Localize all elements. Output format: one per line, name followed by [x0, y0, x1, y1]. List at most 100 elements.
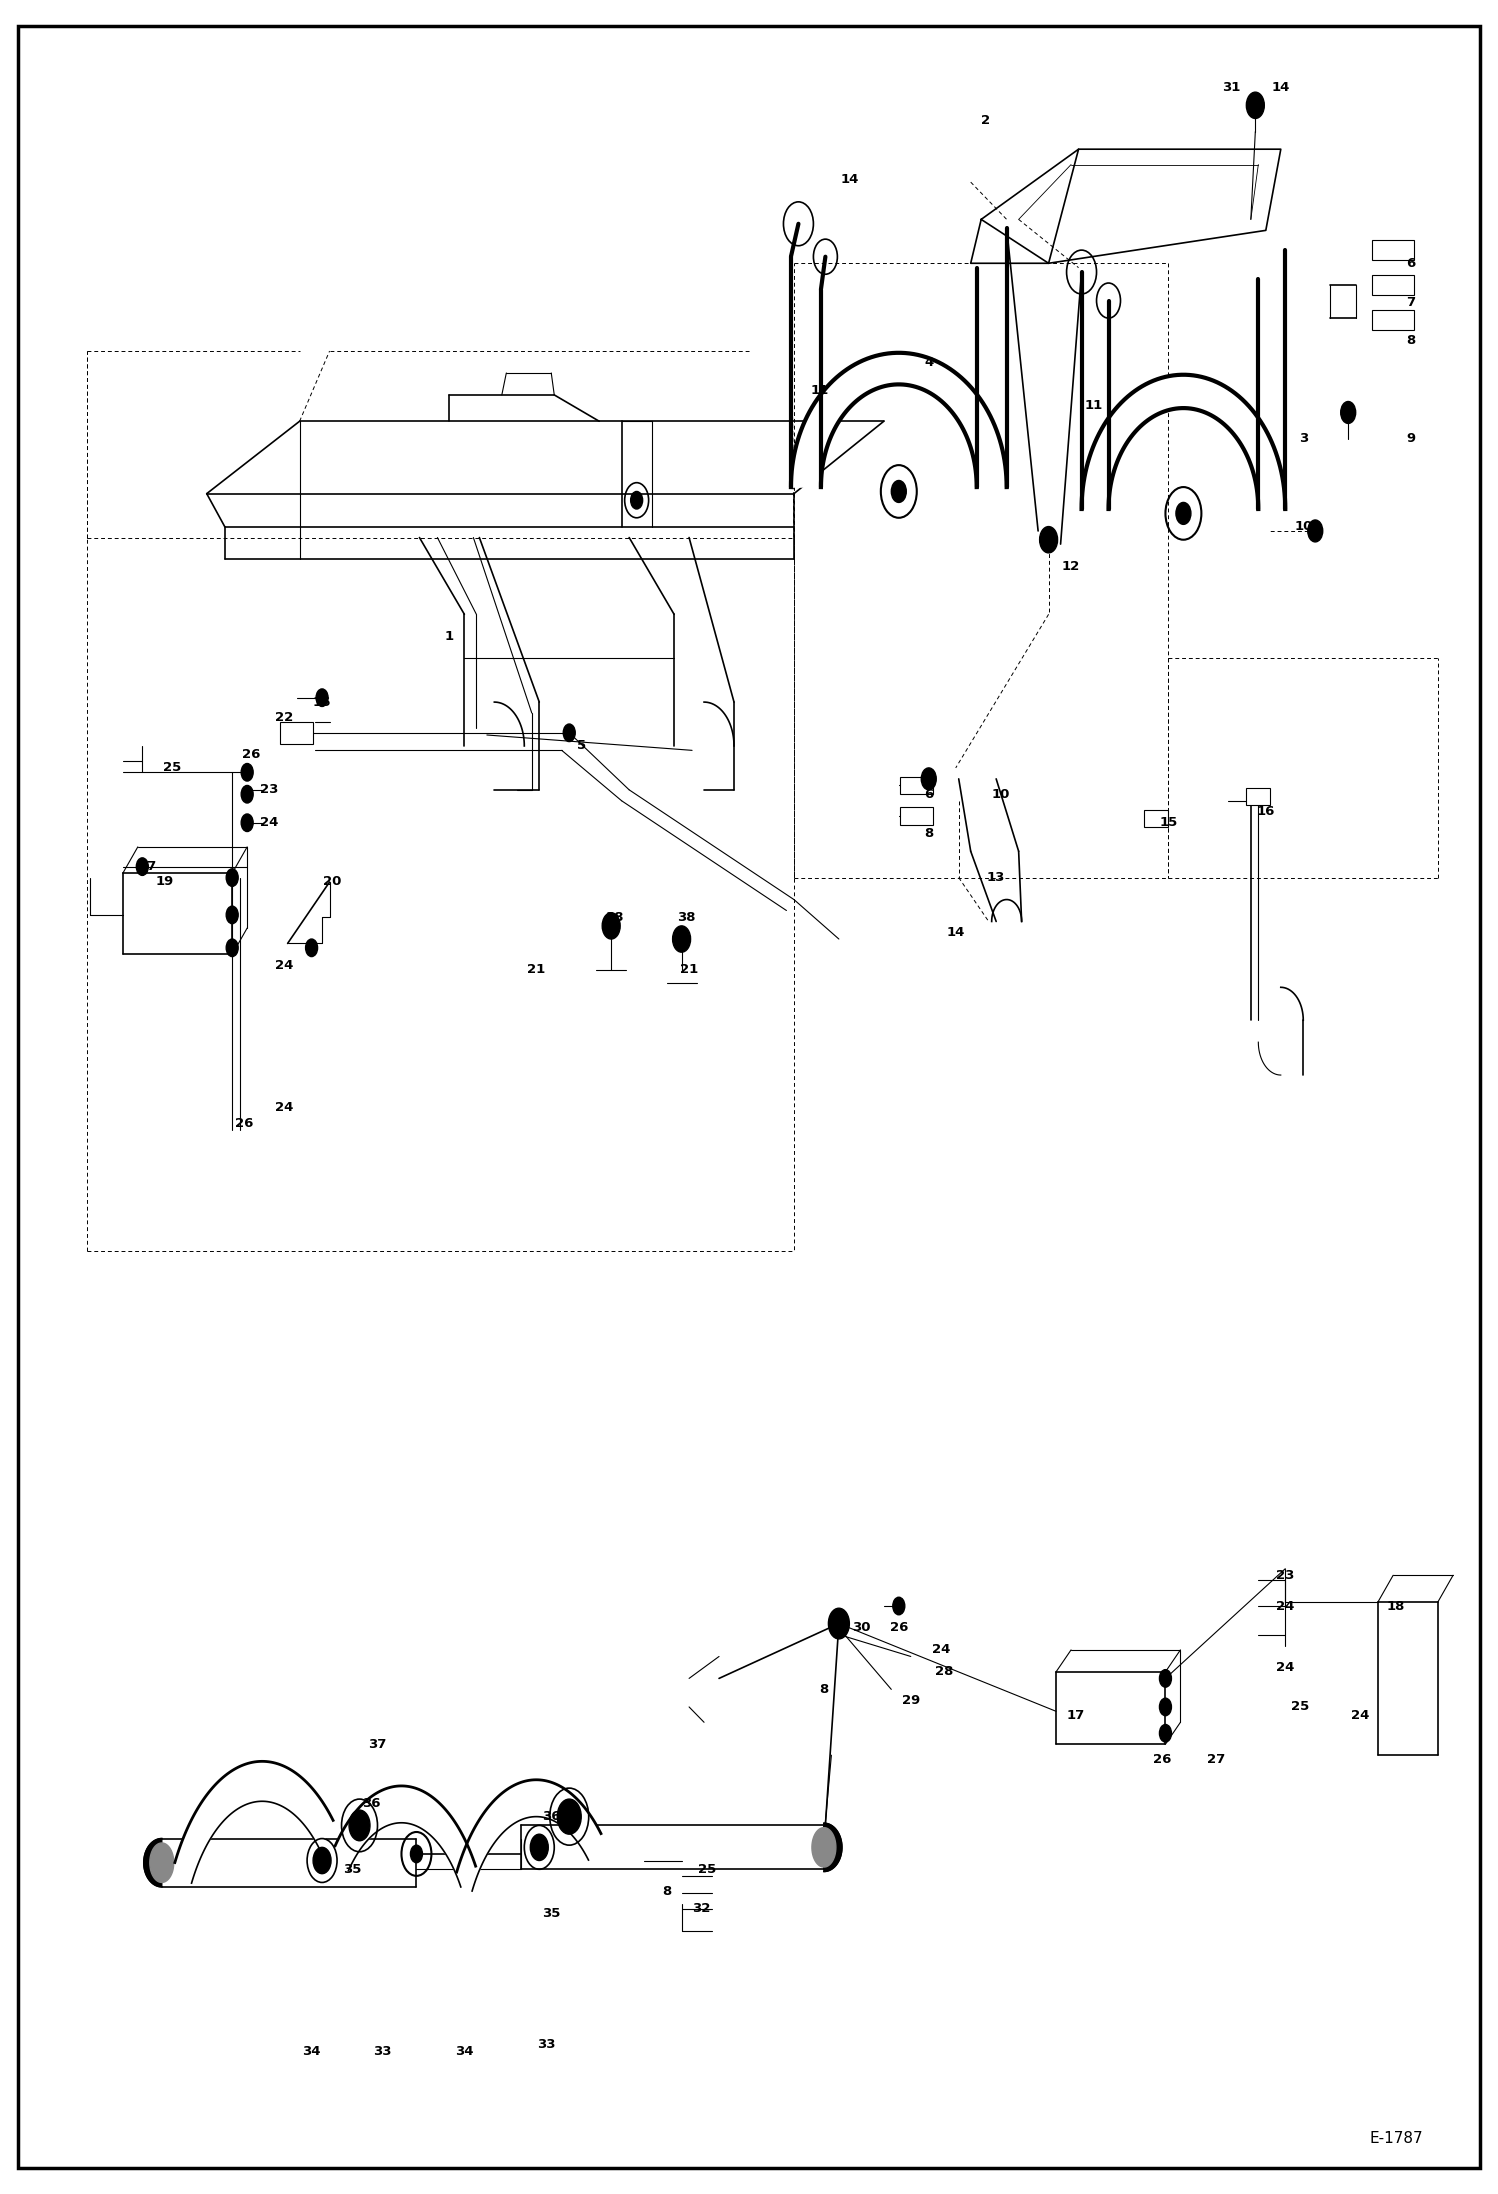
Circle shape [241, 764, 253, 781]
Polygon shape [144, 1839, 162, 1887]
Text: 6: 6 [1407, 257, 1416, 270]
Text: 26: 26 [235, 1117, 253, 1130]
Text: 24: 24 [932, 1643, 950, 1656]
Text: 26: 26 [1153, 1753, 1171, 1766]
Text: 36: 36 [363, 1797, 380, 1810]
Circle shape [241, 785, 253, 803]
Polygon shape [150, 1843, 174, 1882]
Text: 24: 24 [1276, 1599, 1294, 1613]
Text: 29: 29 [902, 1694, 920, 1707]
Text: 30: 30 [852, 1621, 870, 1635]
Text: 10: 10 [1294, 520, 1312, 533]
Text: 14: 14 [1272, 81, 1290, 94]
Circle shape [631, 491, 643, 509]
Circle shape [316, 689, 328, 706]
Text: 17: 17 [1067, 1709, 1085, 1722]
Bar [1144, 810, 1168, 827]
Text: 24: 24 [1276, 1661, 1294, 1674]
Circle shape [241, 814, 253, 832]
Circle shape [136, 858, 148, 875]
Text: 21: 21 [527, 963, 545, 976]
Text: 20: 20 [324, 875, 342, 889]
Bar [1372, 309, 1414, 329]
Circle shape [1159, 1724, 1171, 1742]
Polygon shape [457, 1779, 601, 1891]
Text: 24: 24 [276, 1101, 294, 1115]
Text: 2: 2 [981, 114, 990, 127]
Polygon shape [812, 1828, 836, 1867]
Text: 34: 34 [303, 2045, 321, 2058]
Polygon shape [791, 353, 1007, 487]
Circle shape [1040, 527, 1058, 553]
Text: 9: 9 [1407, 432, 1416, 445]
Text: 37: 37 [369, 1738, 386, 1751]
Circle shape [557, 1799, 581, 1834]
Circle shape [530, 1834, 548, 1861]
Polygon shape [336, 1786, 476, 1887]
Polygon shape [824, 1823, 842, 1871]
Text: 23: 23 [1276, 1569, 1294, 1582]
Circle shape [1176, 502, 1191, 524]
Text: 8: 8 [924, 827, 933, 840]
Text: 36: 36 [542, 1810, 560, 1823]
Text: 24: 24 [276, 959, 294, 972]
Text: 13: 13 [987, 871, 1005, 884]
Bar [280, 722, 313, 744]
Text: 25: 25 [698, 1863, 716, 1876]
Text: 33: 33 [373, 2045, 391, 2058]
Text: 12: 12 [1062, 559, 1080, 573]
Circle shape [828, 1608, 849, 1639]
Text: 25: 25 [1291, 1700, 1309, 1714]
Text: 24: 24 [1351, 1709, 1369, 1722]
Text: 32: 32 [692, 1902, 710, 1915]
Text: 6: 6 [924, 788, 933, 801]
Polygon shape [1082, 375, 1285, 509]
Bar [1372, 239, 1414, 259]
Text: 11: 11 [810, 384, 828, 397]
Text: 38: 38 [605, 911, 623, 924]
Circle shape [410, 1845, 422, 1863]
Bar [1246, 788, 1270, 805]
Text: 27: 27 [138, 860, 156, 873]
Text: 35: 35 [343, 1863, 361, 1876]
Text: 21: 21 [680, 963, 698, 976]
Text: 1: 1 [445, 630, 454, 643]
Circle shape [893, 1597, 905, 1615]
Circle shape [563, 724, 575, 742]
Circle shape [226, 939, 238, 957]
Text: 24: 24 [261, 816, 279, 829]
Text: 14: 14 [840, 173, 858, 186]
Text: 31: 31 [1222, 81, 1240, 94]
Circle shape [1159, 1670, 1171, 1687]
Text: 15: 15 [1159, 816, 1177, 829]
Circle shape [349, 1810, 370, 1841]
Circle shape [921, 768, 936, 790]
Bar [900, 807, 933, 825]
Text: 27: 27 [1207, 1753, 1225, 1766]
Circle shape [306, 939, 318, 957]
Text: 8: 8 [819, 1683, 828, 1696]
Text: 34: 34 [455, 2045, 473, 2058]
Text: 4: 4 [924, 355, 933, 369]
Text: 26: 26 [243, 748, 261, 761]
Circle shape [1246, 92, 1264, 118]
Text: 28: 28 [935, 1665, 953, 1678]
Text: 3: 3 [1299, 432, 1308, 445]
Text: 11: 11 [1085, 399, 1103, 412]
Circle shape [1159, 1698, 1171, 1716]
Text: 10: 10 [992, 788, 1010, 801]
Text: 18: 18 [1387, 1599, 1405, 1613]
Circle shape [891, 480, 906, 502]
Text: 25: 25 [163, 761, 181, 774]
Circle shape [226, 906, 238, 924]
Text: 8: 8 [1407, 333, 1416, 347]
Circle shape [1308, 520, 1323, 542]
Text: 38: 38 [677, 911, 695, 924]
Circle shape [602, 913, 620, 939]
Text: 5: 5 [577, 739, 586, 753]
Text: E-1787: E-1787 [1369, 2130, 1423, 2146]
Circle shape [673, 926, 691, 952]
Polygon shape [175, 1762, 333, 1882]
Text: 8: 8 [662, 1885, 671, 1898]
Text: 16: 16 [1257, 805, 1275, 818]
